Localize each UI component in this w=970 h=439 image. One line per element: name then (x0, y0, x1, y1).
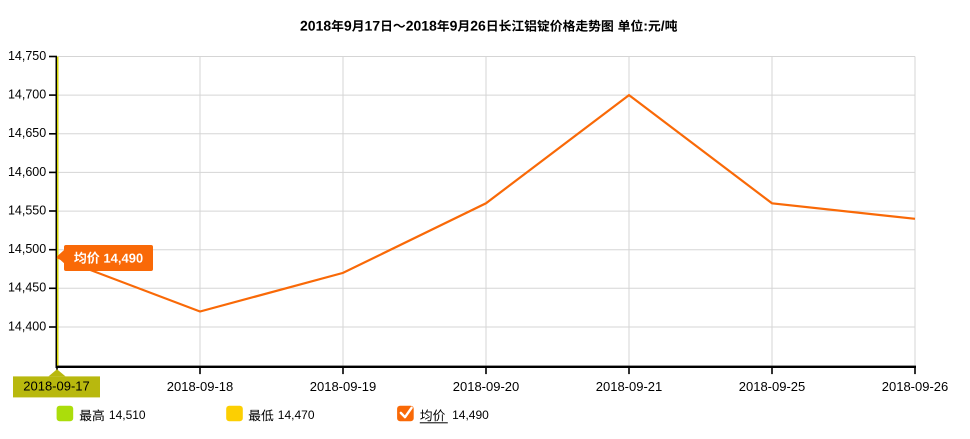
svg-text:14,450: 14,450 (8, 281, 46, 295)
svg-text:2018-09-26: 2018-09-26 (882, 379, 949, 394)
svg-text:2018-09-19: 2018-09-19 (310, 379, 377, 394)
svg-text:14,700: 14,700 (8, 88, 46, 102)
svg-text:14,500: 14,500 (8, 242, 46, 256)
svg-text:2018-09-21: 2018-09-21 (596, 379, 663, 394)
svg-text:14,470: 14,470 (278, 408, 315, 422)
svg-text:2018-09-20: 2018-09-20 (453, 379, 520, 394)
svg-text:2018-09-18: 2018-09-18 (167, 379, 234, 394)
svg-text:14,750: 14,750 (8, 49, 46, 63)
svg-text:2018-09-25: 2018-09-25 (739, 379, 806, 394)
svg-text:14,600: 14,600 (8, 165, 46, 179)
svg-text:14,550: 14,550 (8, 204, 46, 218)
svg-text:2018-09-17: 2018-09-17 (23, 379, 90, 394)
svg-text:14,490: 14,490 (452, 408, 489, 422)
svg-text:14,400: 14,400 (8, 319, 46, 333)
svg-text:14,650: 14,650 (8, 126, 46, 140)
svg-text:14,510: 14,510 (109, 408, 146, 422)
